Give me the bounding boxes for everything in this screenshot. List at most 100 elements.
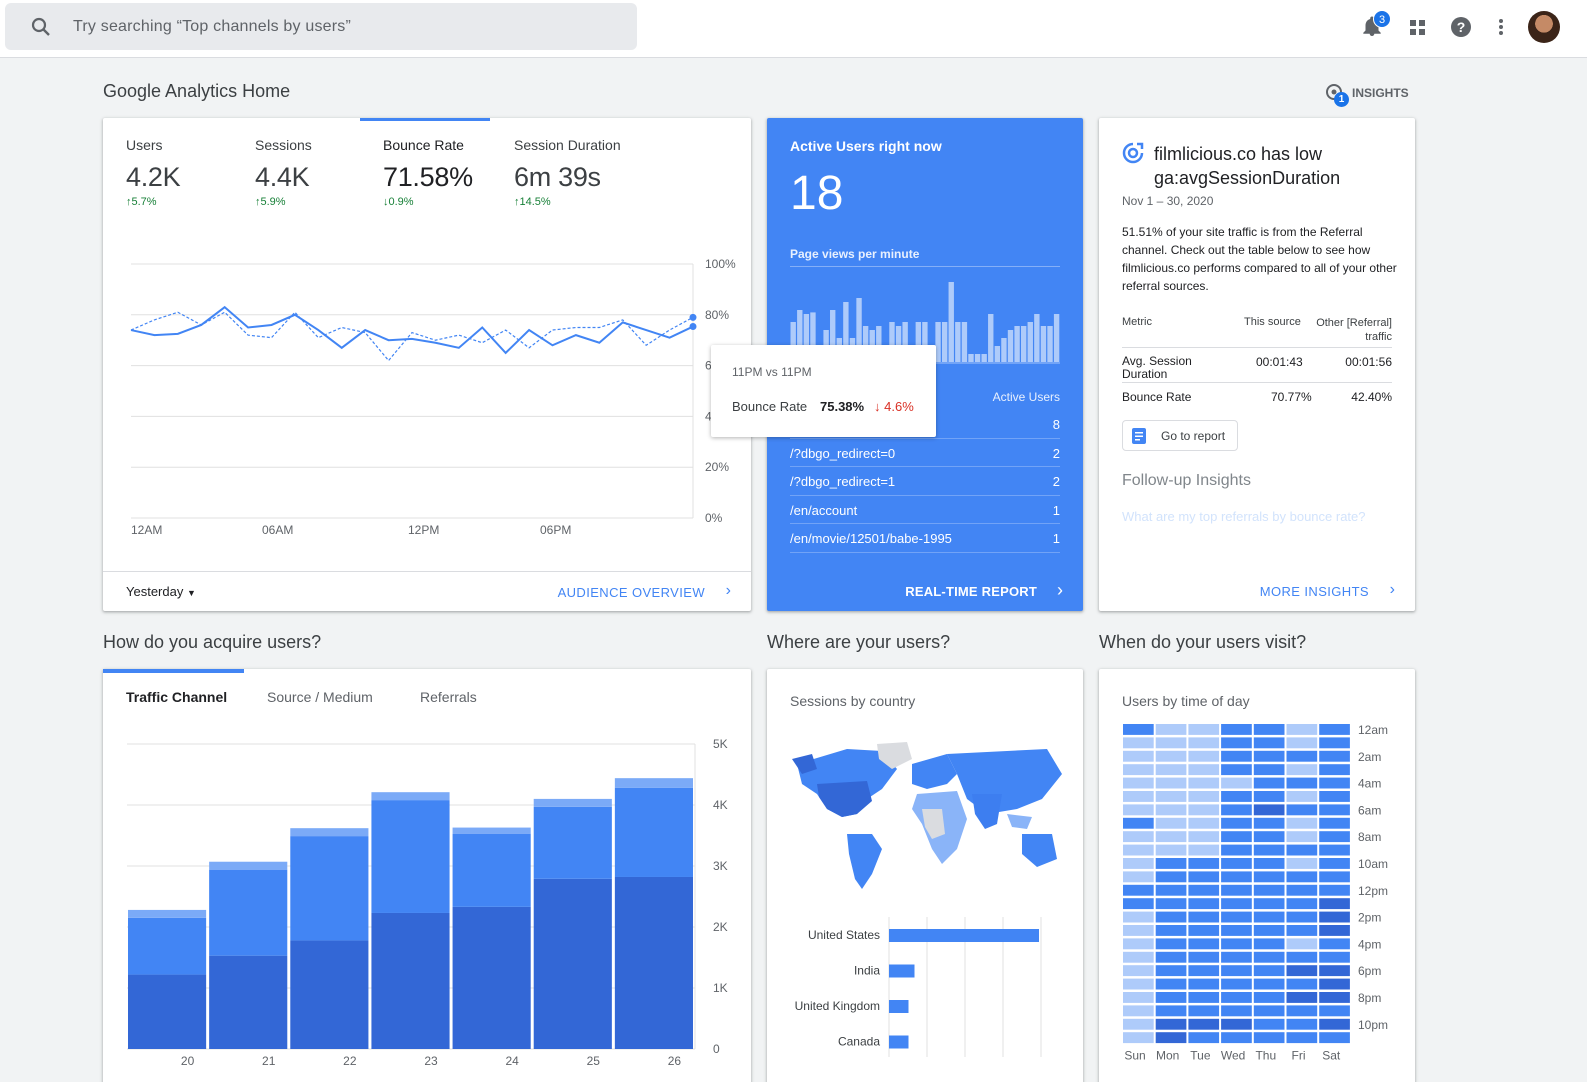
audience-overview-link[interactable]: AUDIENCE OVERVIEW <box>557 585 705 600</box>
heatmap-cell <box>1253 884 1285 896</box>
active-page-row[interactable]: /en/account 1 <box>790 496 1060 524</box>
heatmap-cell <box>1286 1018 1318 1030</box>
date-range-label: Yesterday <box>126 584 184 599</box>
search-input[interactable]: Try searching “Top channels by users” <box>73 18 352 35</box>
kpi-change: ↓0.9% <box>383 196 414 208</box>
heatmap-cell <box>1155 898 1187 910</box>
more-vert-icon[interactable] <box>1486 12 1516 42</box>
heatmap-cell <box>1155 951 1187 963</box>
x-tick-label: 12AM <box>131 523 162 537</box>
y-tick-label: 3K <box>713 859 728 873</box>
x-tick-label: 22 <box>343 1054 357 1068</box>
stacked-bar-segment <box>209 869 288 956</box>
active-users-title: Active Users right now <box>790 138 942 154</box>
heatmap-cell <box>1221 724 1252 735</box>
heatmap-cell <box>1188 1018 1220 1030</box>
tab-referrals[interactable]: Referrals <box>420 689 477 705</box>
heatmap-cell <box>1155 1032 1187 1044</box>
apps-icon[interactable] <box>1403 12 1433 42</box>
heatmap-cell <box>1286 858 1318 869</box>
heatmap-cell <box>1253 858 1285 869</box>
pageview-bar <box>889 322 895 362</box>
heatmap-cell <box>1188 858 1220 869</box>
time-heatmap[interactable]: 12am 2am 4am 6am 8am 10am 12pm 2pm 4pm 6pm 8pm 10pm… <box>1099 719 1415 1069</box>
help-icon[interactable]: ? <box>1446 12 1476 42</box>
heatmap-cell <box>1221 750 1252 762</box>
kpi-label: Session Duration <box>514 137 621 153</box>
arrow-down-icon: ↓ <box>874 399 885 414</box>
heatmap-cell <box>1123 898 1154 910</box>
date-range-dropdown[interactable]: Yesterday ▼ <box>126 584 196 599</box>
go-to-report-button[interactable]: Go to report <box>1122 420 1238 451</box>
heatmap-cell <box>1253 992 1285 1003</box>
world-map[interactable] <box>787 739 1067 899</box>
heatmap-cell <box>1253 724 1285 735</box>
insights-button[interactable]: 1 INSIGHTS <box>1324 82 1414 108</box>
heatmap-cell <box>1155 750 1187 762</box>
heatmap-cell <box>1286 844 1318 856</box>
pageview-bar <box>1001 338 1007 362</box>
acquisition-bar-chart[interactable]: 5K 4K 3K 2K 1K 0 20 21 22 23 24 25 26 <box>103 729 751 1069</box>
pageview-bar <box>902 322 908 362</box>
stacked-bar-segment <box>290 828 369 837</box>
heatmap-cell <box>1123 965 1154 977</box>
heatmap-cell <box>1155 791 1187 802</box>
kpi-users[interactable]: Users 4.2K ↑5.7% <box>126 137 181 208</box>
pageview-bar <box>994 346 1001 362</box>
heatmap-cell <box>1286 898 1318 910</box>
kpi-bounce-rate[interactable]: Bounce Rate 71.58% ↓0.9% <box>383 137 473 208</box>
tab-source-medium[interactable]: Source / Medium <box>267 689 373 705</box>
search-box[interactable]: Try searching “Top channels by users” <box>5 3 637 50</box>
active-page-row[interactable]: /?dbgo_redirect=1 2 <box>790 467 1060 496</box>
heatmap-cell <box>1253 898 1285 910</box>
realtime-report-link[interactable]: REAL-TIME REPORT <box>905 584 1037 599</box>
heatmap-cell <box>1155 777 1187 789</box>
heatmap-cell <box>1155 844 1187 856</box>
heatmap-cell <box>1123 844 1154 856</box>
kpi-label: Sessions <box>255 137 312 153</box>
stacked-bar-segment <box>533 806 612 879</box>
heatmap-cell <box>1155 884 1187 896</box>
kpi-sessions[interactable]: Sessions 4.4K ↑5.9% <box>255 137 312 208</box>
kpi-session-duration[interactable]: Session Duration 6m 39s ↑14.5% <box>514 137 621 208</box>
heatmap-cell <box>1286 724 1318 735</box>
heatmap-cell <box>1188 817 1220 829</box>
y-tick-label: 0 <box>713 1042 720 1056</box>
heatmap-cell <box>1123 764 1154 776</box>
pageview-bar <box>895 326 902 362</box>
active-page-row[interactable]: /en/movie/12501/babe-1995 1 <box>790 524 1060 553</box>
pageview-bar <box>862 326 869 362</box>
top-bar: Try searching “Top channels by users” 3 … <box>0 0 1587 58</box>
y-tick-label: 4K <box>713 798 728 812</box>
heatmap-cell <box>1253 844 1285 856</box>
active-page-row[interactable]: /?dbgo_redirect=0 2 <box>790 439 1060 467</box>
hover-point <box>689 313 697 321</box>
heatmap-cell <box>1188 764 1220 776</box>
more-insights-link[interactable]: MORE INSIGHTS <box>1259 584 1369 599</box>
stacked-bar-segment <box>290 940 369 1049</box>
arrow-up-icon: ↑ <box>126 196 132 208</box>
country-label: United Kingdom <box>795 999 880 1013</box>
stacked-bar-segment <box>614 876 693 1049</box>
kpi-change: ↑5.9% <box>255 196 286 208</box>
heatmap-cell <box>1188 831 1220 843</box>
heatmap-cell <box>1286 871 1318 883</box>
x-tick-label: 06PM <box>540 523 571 537</box>
audience-overview-card: Users 4.2K ↑5.7% Sessions 4.4K ↑5.9% Bounce Ra… <box>103 118 751 611</box>
pageview-bar <box>955 322 961 362</box>
stacked-bar-segment <box>614 778 693 788</box>
pageview-bar <box>876 326 882 362</box>
heatmap-cell <box>1253 777 1285 789</box>
tooltip-change: ↓ 4.6% <box>874 399 914 414</box>
heatmap-cell <box>1188 884 1220 896</box>
tab-traffic-channel[interactable]: Traffic Channel <box>126 689 228 705</box>
hour-label: 10am <box>1358 857 1388 871</box>
acquisition-card: Traffic Channel Source / Medium Referral… <box>103 669 751 1082</box>
geo-card: Sessions by country United States India Un… <box>767 669 1083 1082</box>
heatmap-cell <box>1221 898 1252 910</box>
day-label: Tue <box>1190 1049 1211 1063</box>
avatar[interactable] <box>1528 11 1560 43</box>
heatmap-cell <box>1123 978 1154 990</box>
followup-question-link[interactable]: What are my top referrals by bounce rate… <box>1122 509 1366 524</box>
